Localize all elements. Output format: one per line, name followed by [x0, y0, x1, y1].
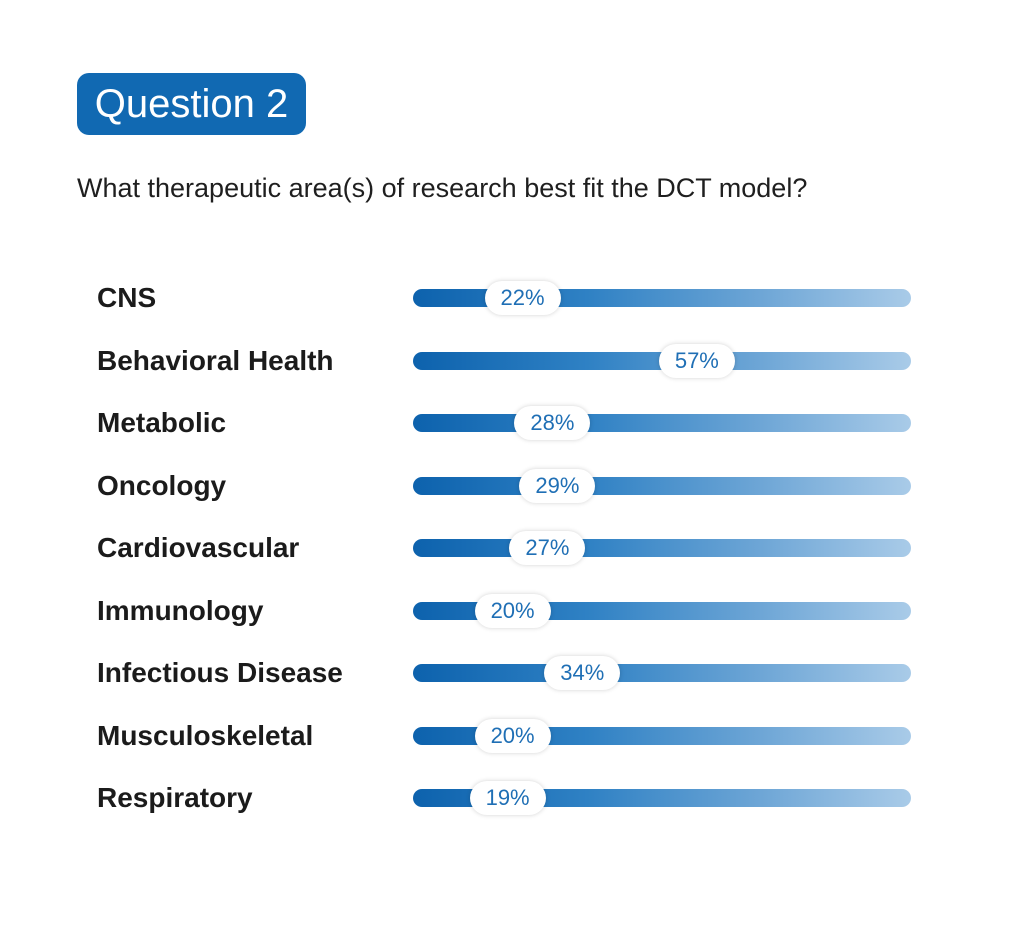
value-label: 20%: [474, 718, 551, 753]
category-label: Cardiovascular: [97, 532, 300, 563]
category-label: Behavioral Health: [97, 344, 334, 376]
question-badge: Question 2: [77, 73, 306, 135]
value-label: 19%: [469, 781, 546, 815]
category-label: Infectious Disease: [97, 657, 343, 688]
chart-row: Immunology 20%: [0, 591, 1024, 631]
chart-row: CNS 22%: [0, 278, 1024, 318]
chart-row: Musculoskeletal 20%: [0, 716, 1024, 756]
value-label: 29%: [519, 468, 596, 503]
value-label: 28%: [514, 406, 591, 440]
category-label: Immunology: [97, 594, 264, 626]
value-label: 22%: [484, 281, 561, 315]
bar-track: [413, 414, 911, 432]
bar-track: [413, 664, 911, 682]
value-label: 20%: [474, 593, 551, 628]
chart-row: Respiratory 19%: [0, 778, 1024, 818]
value-label: 34%: [544, 656, 621, 690]
category-label: Musculoskeletal: [97, 719, 314, 751]
bar-track: [413, 539, 911, 557]
chart-row: Oncology 29%: [0, 466, 1024, 506]
chart-row: Infectious Disease 34%: [0, 653, 1024, 693]
bar-track: [413, 476, 911, 495]
chart-row: Cardiovascular 27%: [0, 528, 1024, 568]
category-label: Oncology: [97, 469, 227, 501]
chart-row: Metabolic 28%: [0, 403, 1024, 443]
chart-row: Behavioral Health 57%: [0, 341, 1024, 381]
category-label: Metabolic: [97, 407, 227, 438]
value-label: 27%: [509, 531, 586, 565]
category-label: Respiratory: [97, 782, 253, 813]
value-label: 57%: [658, 343, 735, 378]
question-text: What therapeutic area(s) of research bes…: [77, 173, 808, 203]
category-label: CNS: [97, 282, 157, 313]
